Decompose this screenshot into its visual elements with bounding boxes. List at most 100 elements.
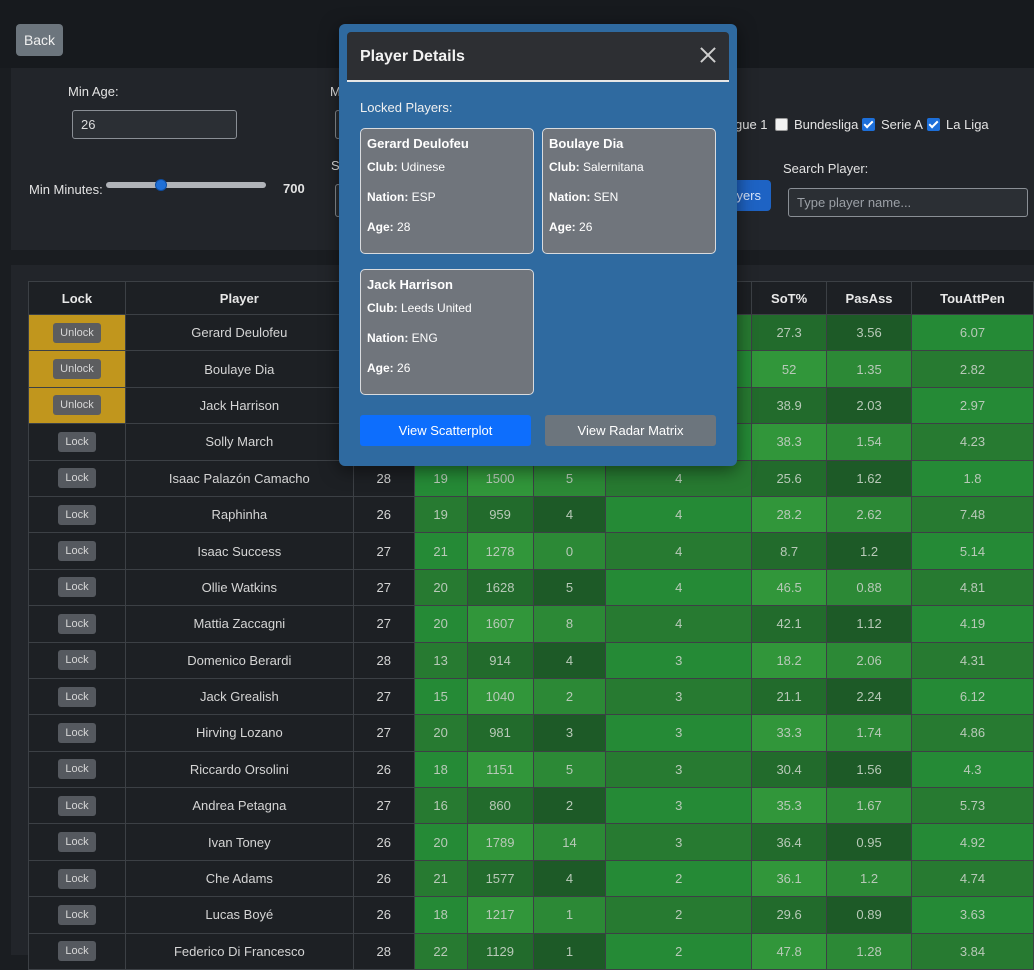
unlock-button[interactable]: Unlock [53, 395, 101, 416]
card-club: Udinese [401, 160, 446, 174]
stat-cell: 13 [413, 641, 468, 679]
touattpen-cell: 3.84 [911, 932, 1034, 970]
pasass-cell: 1.2 [826, 859, 912, 898]
touattpen-cell: 4.92 [911, 823, 1034, 861]
lock-button[interactable]: Lock [58, 759, 96, 780]
age-cell: 28 [352, 932, 415, 970]
view-radar-matrix-button[interactable]: View Radar Matrix [545, 415, 716, 446]
stat-cell: 8 [532, 605, 607, 643]
checkbox[interactable] [862, 118, 875, 131]
min-age-input[interactable] [72, 110, 237, 139]
sot-cell: 29.6 [751, 896, 828, 934]
pasass-cell: 2.24 [826, 677, 912, 716]
lock-button[interactable]: Lock [58, 541, 96, 562]
pasass-cell: 0.88 [826, 568, 912, 607]
table-row: Lock Isaac Success 27 21 1278 0 4 8.7 1.2 5.14 [28, 532, 1034, 570]
player-name-cell: Jack Grealish [124, 677, 354, 716]
player-name-cell: Raphinha [124, 495, 354, 534]
lock-button[interactable]: Lock [58, 613, 96, 634]
lock-button[interactable]: Lock [58, 504, 96, 525]
lock-button[interactable]: Lock [58, 904, 96, 925]
stat-cell: 20 [413, 568, 468, 607]
pasass-cell: 2.06 [826, 641, 912, 679]
club-key: Club: [549, 160, 580, 174]
player-name-cell: Domenico Berardi [124, 641, 354, 679]
stat-cell: 959 [466, 495, 534, 534]
stat-cell: 20 [413, 605, 468, 643]
col-header-lock[interactable]: Lock [28, 281, 126, 315]
table-row: Lock Andrea Petagna 27 16 860 2 3 35.3 1.67 5.73 [28, 787, 1034, 825]
lock-button[interactable]: Lock [58, 832, 96, 853]
checkbox[interactable] [775, 118, 788, 131]
card-nation: ENG [411, 331, 438, 345]
nation-key: Nation: [367, 331, 409, 345]
stat-cell: 14 [532, 823, 607, 861]
league-la-liga[interactable]: La Liga [927, 117, 989, 132]
lock-button[interactable]: Lock [58, 468, 96, 489]
close-icon[interactable] [699, 46, 717, 64]
lock-button[interactable]: Lock [58, 686, 96, 707]
pasass-cell: 1.74 [826, 714, 912, 752]
table-row: Lock Ivan Toney 26 20 1789 14 3 36.4 0.95 4.92 [28, 823, 1034, 861]
modal-header: Player Details [347, 32, 729, 82]
league-serie-a[interactable]: Serie A [862, 117, 923, 132]
lock-button[interactable]: Lock [58, 722, 96, 743]
touattpen-cell: 6.07 [911, 313, 1034, 352]
table-row: Lock Ollie Watkins 27 20 1628 5 4 46.5 0.88 4.81 [28, 568, 1034, 607]
search-input[interactable] [788, 188, 1028, 217]
league-bundesliga[interactable]: Bundesliga [775, 117, 858, 132]
lock-button[interactable]: Lock [58, 941, 96, 962]
view-scatterplot-button[interactable]: View Scatterplot [360, 415, 531, 446]
sot-cell: 46.5 [751, 568, 828, 607]
lock-cell: Lock [28, 568, 126, 607]
stat-cell: 1278 [466, 532, 534, 570]
min-minutes-slider[interactable] [106, 182, 266, 188]
unlock-button[interactable]: Unlock [53, 359, 101, 380]
stat-cell: 1 [532, 896, 607, 934]
league-ligue1[interactable]: gue 1 [735, 117, 768, 132]
lock-button[interactable]: Lock [58, 431, 96, 452]
touattpen-cell: 2.97 [911, 386, 1034, 425]
player-name-cell: Boulaye Dia [124, 350, 354, 388]
card-player-name: Jack Harrison [367, 277, 453, 292]
lock-cell: Lock [28, 605, 126, 643]
checkbox[interactable] [927, 118, 940, 131]
lock-cell: Lock [28, 532, 126, 570]
sot-cell: 18.2 [751, 641, 828, 679]
slider-handle[interactable] [155, 179, 167, 191]
stat-cell: 20 [413, 714, 468, 752]
min-minutes-label: Min Minutes: [29, 182, 103, 197]
stat-cell: 18 [413, 896, 468, 934]
touattpen-cell: 3.63 [911, 896, 1034, 934]
stat-cell: 0 [532, 532, 607, 570]
stat-cell: 1 [532, 932, 607, 970]
unlock-button[interactable]: Unlock [53, 322, 101, 343]
stat-cell: 860 [466, 787, 534, 825]
lock-button[interactable]: Lock [58, 650, 96, 671]
stat-cell: 1789 [466, 823, 534, 861]
touattpen-cell: 2.82 [911, 350, 1034, 388]
player-card: Jack Harrison Club: Leeds United Nation:… [360, 269, 534, 395]
stat-cell: 15 [413, 677, 468, 716]
lock-button[interactable]: Lock [58, 577, 96, 598]
modal-title: Player Details [360, 48, 465, 65]
pasass-cell: 3.56 [826, 313, 912, 352]
lock-button[interactable]: Lock [58, 795, 96, 816]
pasass-cell: 2.03 [826, 386, 912, 425]
col-header-player[interactable]: Player [124, 281, 354, 315]
sot-cell: 42.1 [751, 605, 828, 643]
player-card: Boulaye Dia Club: Salernitana Nation: SE… [542, 128, 716, 254]
col-header-sot[interactable]: SoT% [751, 281, 828, 315]
stat-cell: 4 [532, 859, 607, 898]
age-cell: 28 [352, 641, 415, 679]
col-header-pasass[interactable]: PasAss [826, 281, 912, 315]
age-cell: 26 [352, 495, 415, 534]
player-name-cell: Ollie Watkins [124, 568, 354, 607]
pasass-cell: 1.56 [826, 750, 912, 789]
stat-cell: 4 [605, 605, 753, 643]
back-button[interactable]: Back [16, 24, 63, 56]
stat-cell: 2 [532, 677, 607, 716]
lock-cell: Lock [28, 495, 126, 534]
col-header-touattpen[interactable]: TouAttPen [911, 281, 1034, 315]
lock-button[interactable]: Lock [58, 868, 96, 889]
